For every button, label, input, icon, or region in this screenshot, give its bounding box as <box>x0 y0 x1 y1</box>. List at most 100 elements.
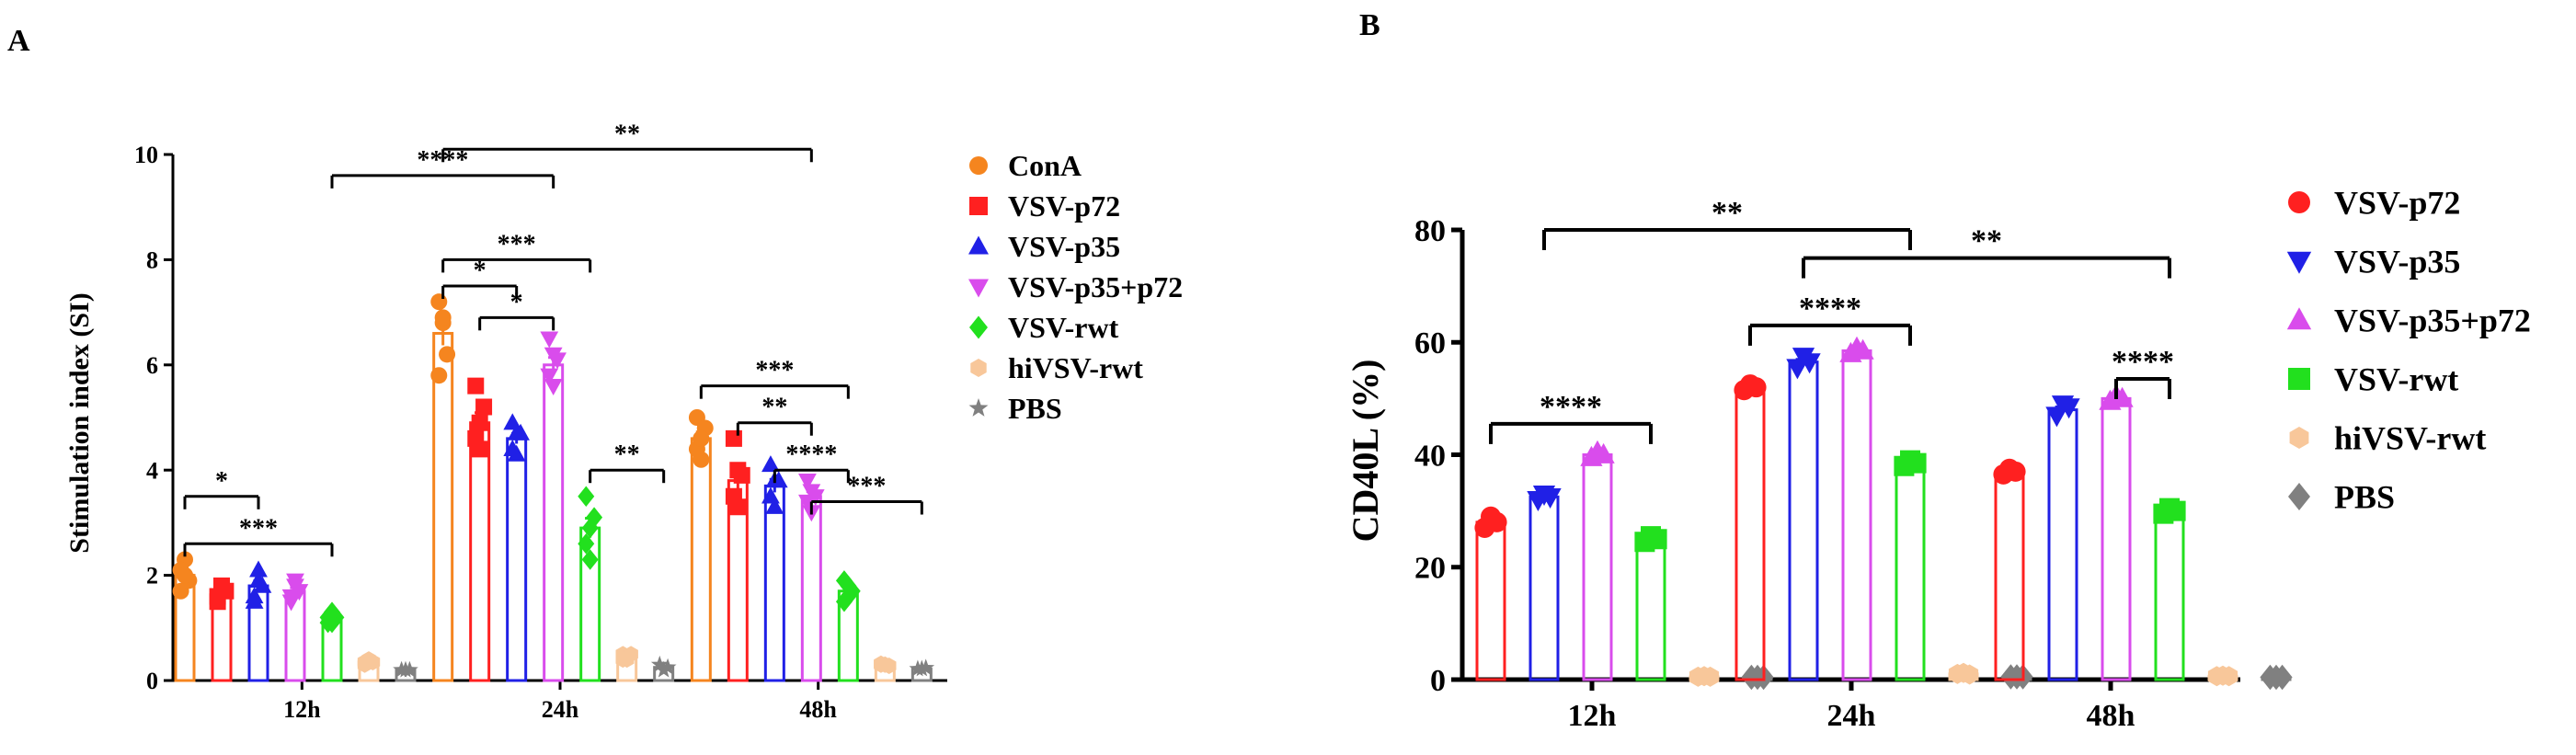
chart-b-bar <box>1528 495 1560 681</box>
chart-a-bar <box>690 437 712 682</box>
chart-a-y-label: Stimulation index (SI) <box>64 292 95 553</box>
chart-b-data-point <box>2165 500 2186 521</box>
chart-b-data-point <box>1701 666 1720 687</box>
chart-b-data-point <box>2005 461 2026 482</box>
chart-a-data-point <box>213 578 230 595</box>
chart-a-legend-label: ConA <box>1008 149 1082 182</box>
chart-a-significance-label: ** <box>761 394 787 422</box>
chart-a-data-point <box>475 398 493 416</box>
chart-b-legend-label: PBS <box>2334 479 2395 516</box>
chart-b-bar <box>1475 520 1506 681</box>
chart-a-y-tick-label: 2 <box>146 563 158 589</box>
chart-b-significance-label: **** <box>1540 390 1602 424</box>
chart-b-data-point <box>1539 487 1562 509</box>
chart-b-x-tick-label: 48h <box>2087 699 2135 733</box>
chart-b-bar <box>1994 470 2025 681</box>
chart-a-data-point <box>434 309 452 326</box>
chart-a-y-tick-label: 4 <box>146 457 158 484</box>
chart-b-legend-label: hiVSV-rwt <box>2334 420 2486 457</box>
chart-a-legend-label: VSV-p35 <box>1008 230 1120 263</box>
chart-b-bar <box>1635 537 1666 681</box>
chart-a-data-point <box>581 549 599 570</box>
chart-a-significance-label: *** <box>847 473 886 501</box>
chart-b-data-point <box>1851 338 1874 360</box>
chart-b-legend-marker <box>2286 251 2312 274</box>
chart-b-data-point <box>1646 529 1667 550</box>
chart-a-data-point <box>177 566 193 584</box>
chart-a-data-point <box>540 331 559 349</box>
chart-a-legend-marker <box>968 279 989 298</box>
chart-b-y-tick-label: 0 <box>1430 664 1446 698</box>
chart-b-x-tick-label: 12h <box>1568 699 1617 733</box>
chart-a-data-point <box>249 570 268 588</box>
chart-b-data-point <box>1592 442 1615 463</box>
chart-b-bar <box>1788 360 1819 681</box>
chart-a-legend-marker <box>969 315 988 339</box>
chart-b-legend-marker <box>2288 483 2310 510</box>
chart-b-bar <box>1841 349 1872 681</box>
chart-b-data-point <box>1906 452 1927 474</box>
chart-b-data-point <box>1746 377 1767 398</box>
chart-b-bar <box>2154 509 2185 681</box>
chart-a-data-point <box>650 655 669 672</box>
chart-a-data-point <box>439 346 456 363</box>
chart-a-data-point <box>467 429 485 447</box>
chart-b-bar <box>1735 385 1766 681</box>
chart-a-data-point <box>798 473 817 490</box>
chart-a-significance-label: ** <box>614 440 640 469</box>
chart-a-legend-label: hiVSV-rwt <box>1008 351 1143 384</box>
chart-a-x-tick-label: 48h <box>799 696 837 723</box>
chart-a-bar <box>432 331 454 682</box>
chart-b-legend-label: VSV-p35+p72 <box>2334 303 2531 339</box>
chart-a-data-point <box>725 429 742 447</box>
chart-b-data-point <box>2057 398 2080 419</box>
chart-a-significance-label: *** <box>498 230 536 258</box>
chart-a-data-point <box>835 590 853 612</box>
chart-b-bar <box>2047 408 2078 681</box>
chart-a-significance-label: **** <box>785 440 837 469</box>
chart-a-data-point <box>209 593 226 611</box>
chart-a-legend-label: VSV-p35+p72 <box>1008 270 1183 303</box>
chart-a-data-point <box>286 578 304 596</box>
chart-b-y-label: CD40L (%) <box>1345 360 1386 543</box>
chart-a-data-point <box>655 660 673 678</box>
chart-a-legend-marker <box>970 359 987 377</box>
panel-a-letter: A <box>7 24 30 58</box>
chart-b-data-point <box>2111 386 2134 407</box>
chart-b-legend-marker <box>2289 427 2309 449</box>
chart-a-legend-label: PBS <box>1008 392 1062 425</box>
chart-a-data-point <box>761 486 780 504</box>
chart-a-data-point <box>874 655 888 672</box>
chart-a-data-point <box>401 660 418 678</box>
chart-b-bar <box>1582 453 1613 681</box>
chart-b-data-point <box>1486 511 1507 532</box>
chart-a-data-point <box>540 368 559 385</box>
panel-b-letter: B <box>1359 8 1380 42</box>
chart-a-bar <box>506 437 528 682</box>
chart-b-legend-marker <box>2288 191 2310 213</box>
chart-a-significance-label: * <box>474 257 487 285</box>
chart-a-data-point <box>544 347 563 364</box>
chart-a-bar <box>763 484 785 682</box>
chart-b-y-tick-label: 80 <box>1414 214 1446 248</box>
chart-b-data-point <box>1798 353 1821 374</box>
chart-b-significance-label: **** <box>2112 345 2174 379</box>
chart-a-y-tick-label: 0 <box>146 668 158 694</box>
chart-a-x-tick-label: 24h <box>542 696 579 723</box>
chart-a-legend-label: VSV-p72 <box>1008 189 1120 223</box>
chart-b-x-tick-label: 24h <box>1827 699 1876 733</box>
chart-a-data-point <box>357 654 372 670</box>
chart-a-data-point <box>503 439 522 456</box>
chart-b-significance-label: ** <box>1971 224 2002 258</box>
chart-a-significance-label: ** <box>614 120 640 148</box>
chart-a-legend-marker <box>969 156 988 175</box>
chart-a-data-point <box>471 414 488 431</box>
chart-a-data-point <box>430 293 448 311</box>
chart-a-data-point <box>802 484 821 501</box>
chart-b-significance-label: ** <box>1712 196 1743 230</box>
chart-a-significance-label: *** <box>755 357 794 385</box>
chart-b-data-point <box>2272 664 2293 691</box>
chart-a-data-point <box>324 612 340 634</box>
